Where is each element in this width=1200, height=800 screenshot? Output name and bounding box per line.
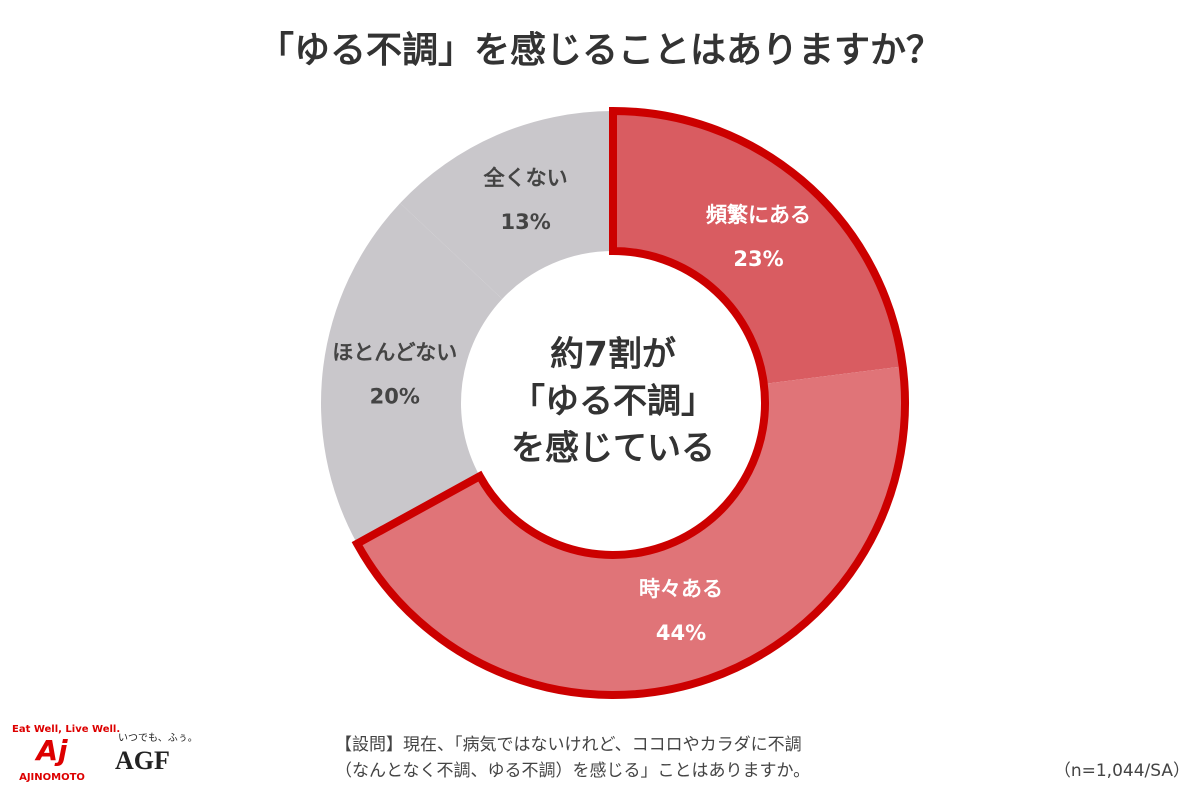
slice-label: 時々ある (639, 577, 723, 601)
logo-text: AGF (115, 746, 170, 775)
logo-agf: いつでも、ふぅ。 AGF (115, 732, 198, 775)
slice (357, 366, 906, 695)
value-label: 20% (370, 384, 420, 408)
slice-label: 頻繁にある (706, 203, 811, 227)
logo-tagline: いつでも、ふぅ。 (118, 732, 198, 744)
value-label: 44% (656, 621, 706, 645)
center-text: を感じている (511, 429, 715, 469)
highlight-outline (351, 106, 909, 699)
chart-title: 「ゆる不調」を感じることはありますか？ (258, 30, 942, 71)
center-text: 「ゆる不調」 (511, 382, 715, 422)
note: 【設問】現在、「病気ではないけれど、ココロやカラダに不調 (335, 735, 802, 755)
slice (613, 111, 903, 384)
logo-tagline: Eat Well, Live Well. (12, 724, 120, 735)
logo-text: AJINOMOTO (19, 772, 85, 783)
sample-size: （n=1,044/SA） (1054, 761, 1190, 781)
slice-label: ほとんどない (332, 340, 457, 364)
slice (321, 203, 503, 544)
logo-mark: Aj (34, 734, 68, 767)
donut (321, 106, 909, 699)
logo-ajinomoto: Eat Well, Live Well. Aj AJINOMOTO (12, 724, 120, 783)
slice-label: 全くない (483, 166, 568, 190)
center-text: 約7割が (550, 335, 676, 375)
value-label: 13% (500, 210, 550, 234)
value-label: 23% (733, 247, 783, 271)
slice (400, 110, 613, 299)
note: （なんとなく不調、ゆる不調）を感じる」ことはありますか。 (335, 761, 810, 781)
